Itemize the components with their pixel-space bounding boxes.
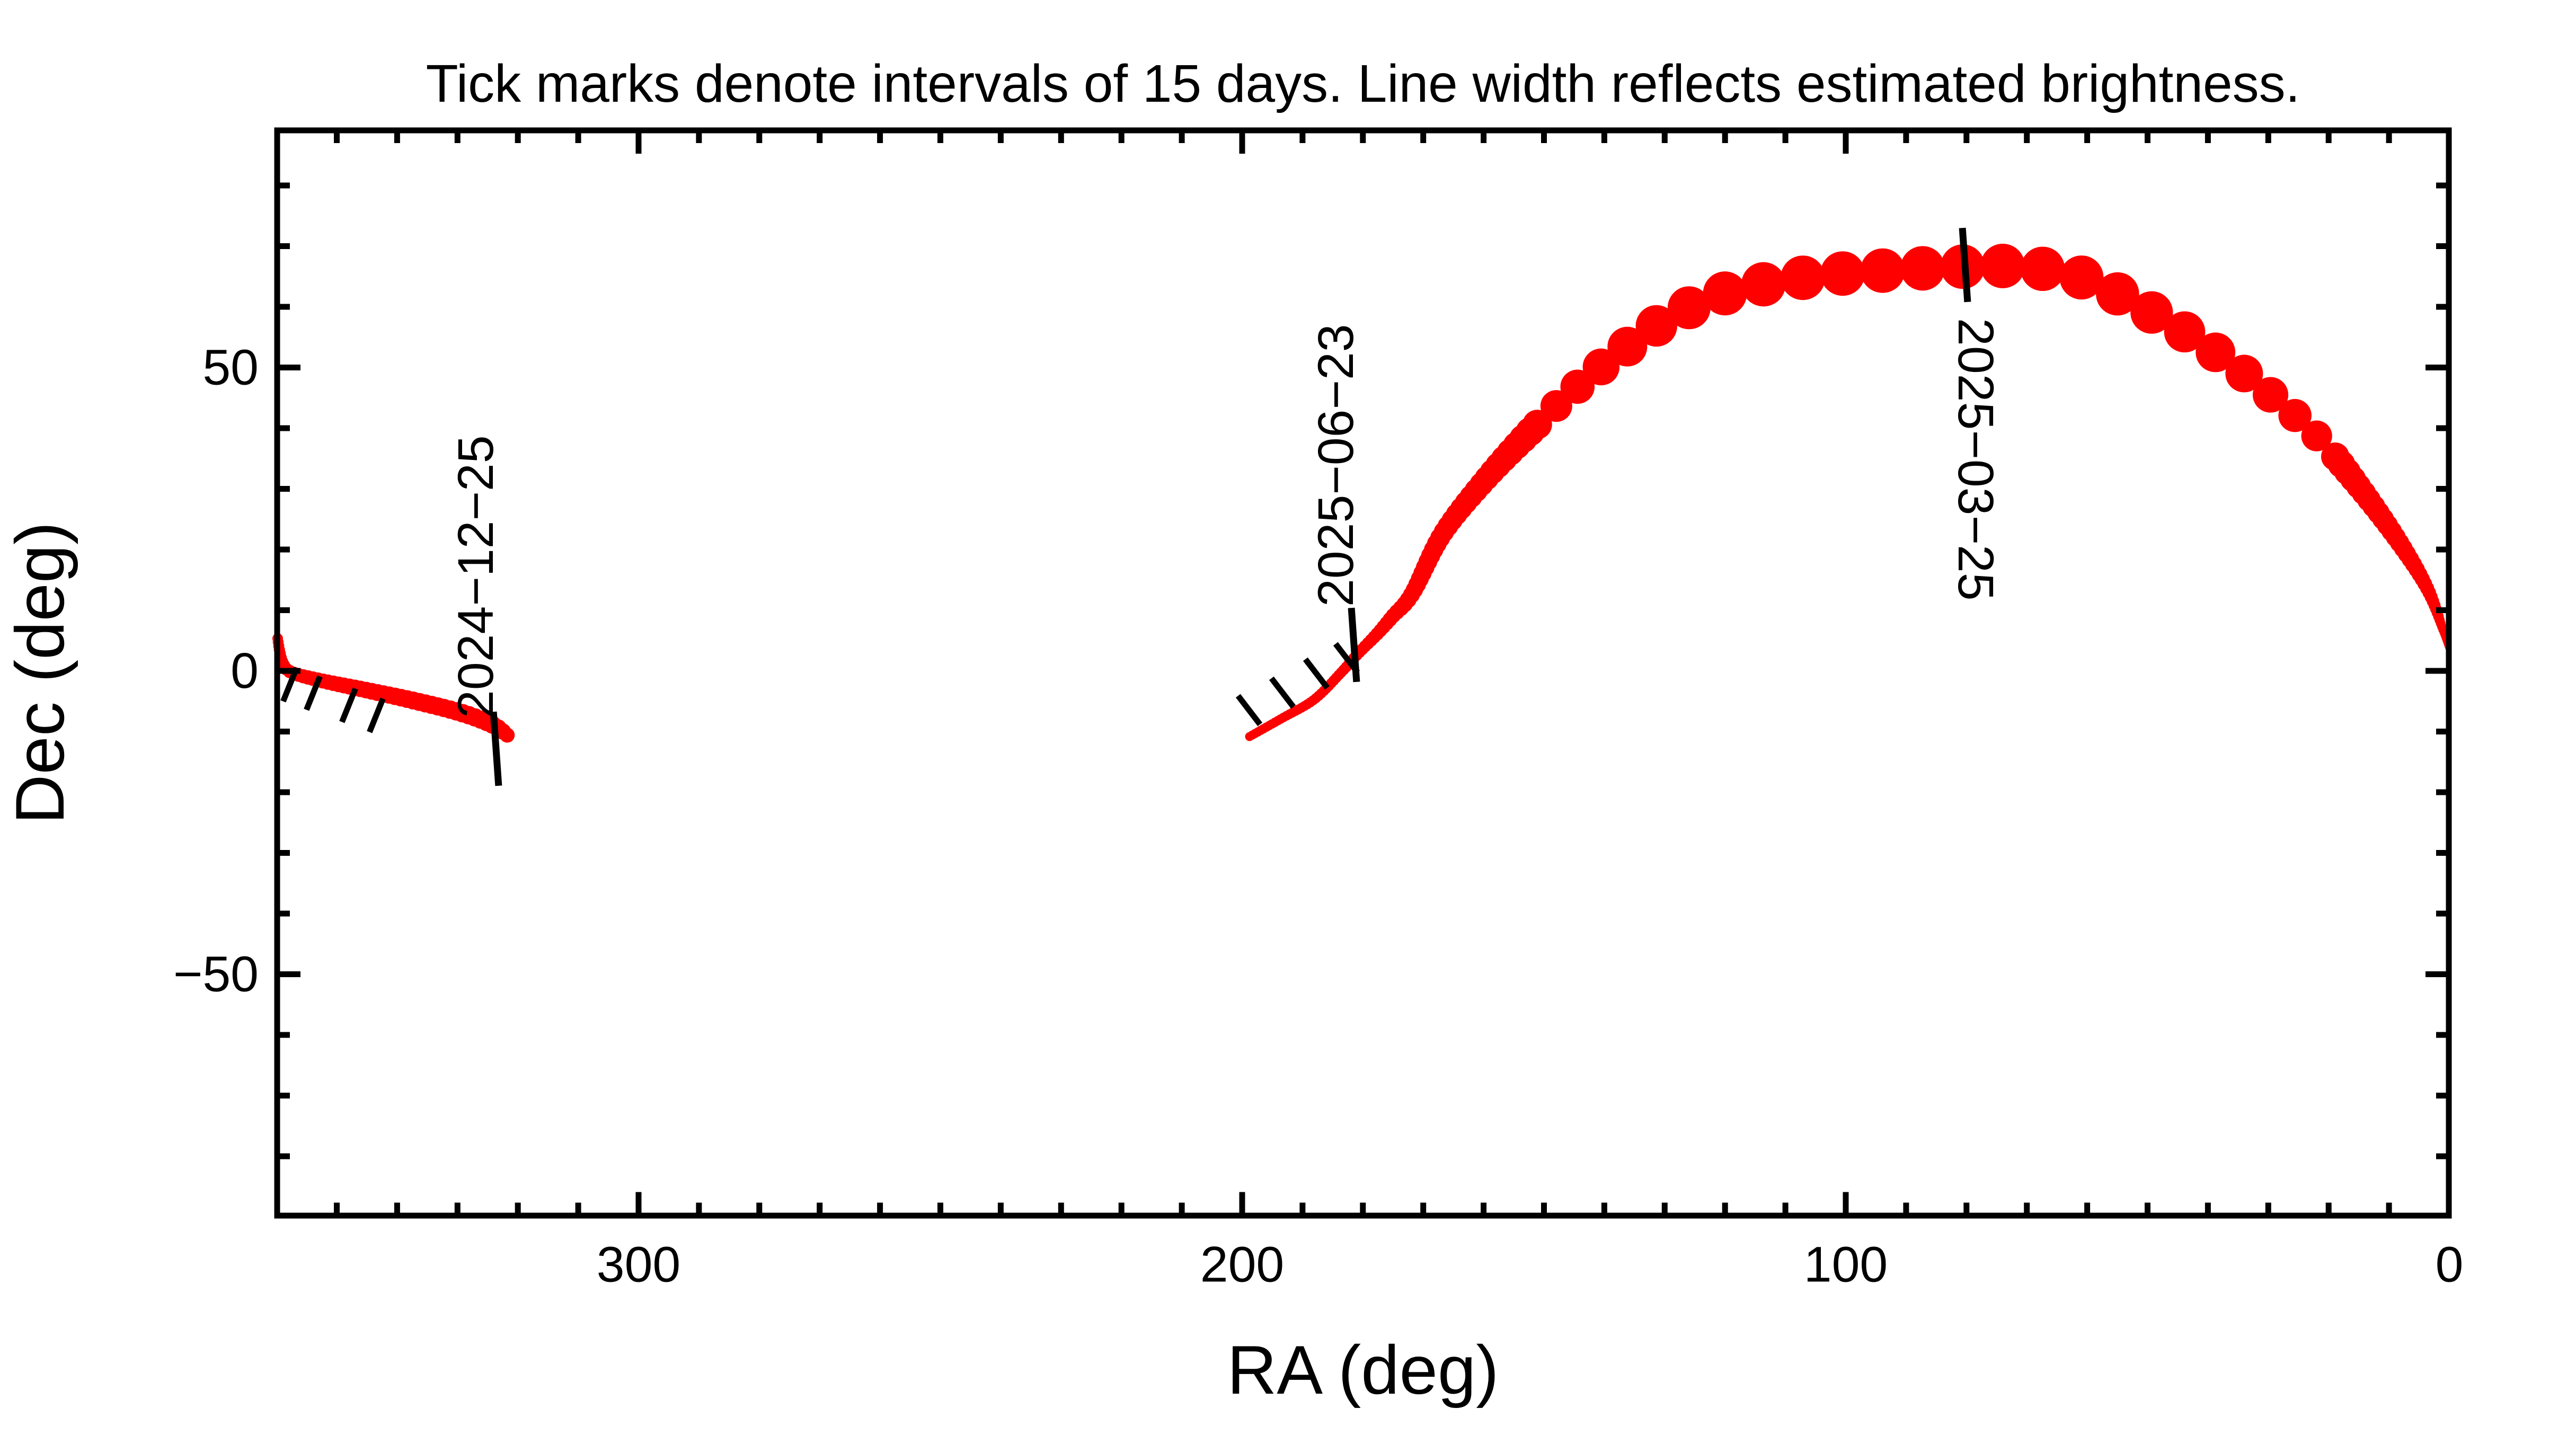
svg-text:RA (deg): RA (deg) <box>1227 1331 1499 1409</box>
svg-text:−50: −50 <box>173 946 259 1003</box>
svg-text:2024−12−25: 2024−12−25 <box>448 435 504 718</box>
svg-text:200: 200 <box>1200 1237 1285 1293</box>
svg-text:2025−03−25: 2025−03−25 <box>1948 318 2004 601</box>
svg-text:100: 100 <box>1804 1237 1888 1293</box>
svg-text:0: 0 <box>231 643 259 699</box>
svg-text:50: 50 <box>202 340 259 396</box>
svg-text:Tick marks denote intervals of: Tick marks denote intervals of 15 days. … <box>426 54 2300 113</box>
svg-text:0: 0 <box>2436 1237 2464 1293</box>
svg-text:300: 300 <box>597 1237 681 1293</box>
svg-text:Dec (deg): Dec (deg) <box>1 522 78 825</box>
svg-text:2025−06−23: 2025−06−23 <box>1308 324 1364 607</box>
